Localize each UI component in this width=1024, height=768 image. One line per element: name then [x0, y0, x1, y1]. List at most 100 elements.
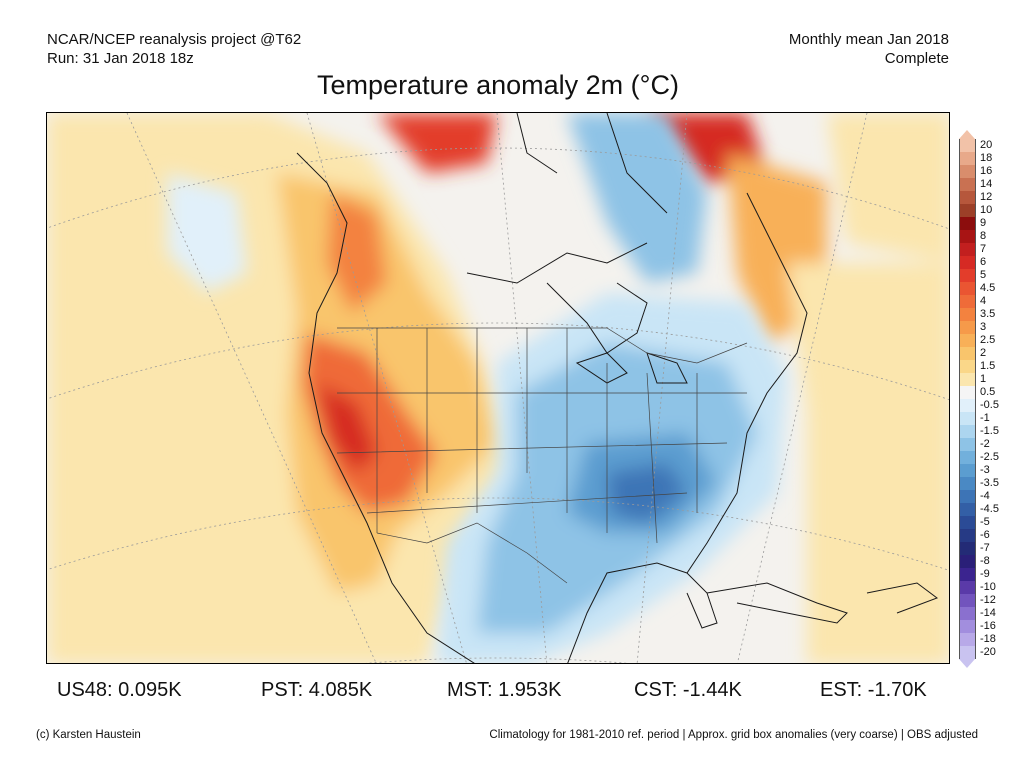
- colorbar-label: -1: [980, 412, 990, 424]
- colorbar-label: 2.5: [980, 334, 996, 346]
- colorbar-swatch: [959, 451, 976, 464]
- copyright: (c) Karsten Haustein: [36, 729, 141, 741]
- colorbar-label: 7: [980, 243, 987, 255]
- colorbar-swatches: [959, 139, 976, 659]
- colorbar-label: -8: [980, 555, 990, 567]
- great-lakes: [575, 352, 688, 384]
- colorbar-label: 9: [980, 217, 987, 229]
- colorbar-swatch: [959, 503, 976, 516]
- colorbar: [959, 130, 976, 668]
- hudson-bay-coast: [546, 282, 648, 354]
- colorbar-label: -16: [980, 620, 996, 632]
- period-label: Monthly mean Jan 2018: [788, 31, 949, 48]
- colorbar-swatch: [959, 165, 976, 178]
- colorbar-label: -5: [980, 516, 990, 528]
- climatology-note: Climatology for 1981-2010 ref. period | …: [489, 729, 978, 741]
- colorbar-label: 20: [980, 139, 993, 151]
- colorbar-swatch: [959, 386, 976, 399]
- anomaly-shading: [47, 113, 949, 663]
- colorbar-label: -4.5: [980, 503, 999, 515]
- political-borders: [336, 327, 748, 584]
- colorbar-label: 4.5: [980, 282, 996, 294]
- colorbar-swatch: [959, 295, 976, 308]
- colorbar-label: -12: [980, 594, 996, 606]
- colorbar-swatch: [959, 542, 976, 555]
- colorbar-label: 3: [980, 321, 987, 333]
- header-left: NCAR/NCEP reanalysis project @T62 Run: 3…: [47, 30, 301, 68]
- warm-anomaly-canada-arctic: [377, 113, 497, 173]
- colorbar-labels: 20 18 16 14 12 10 9 8 7 6 5 4.5 4 3.5 3 2.5 2 1.5 1 0.5 -0.5…: [980, 139, 999, 659]
- north-america-coast: [296, 113, 808, 663]
- colorbar-swatch: [959, 438, 976, 451]
- colorbar-swatch: [959, 178, 976, 191]
- colorbar-label: -2.5: [980, 451, 999, 463]
- cold-shading: [167, 113, 787, 663]
- cold-anomaly-baffin: [567, 113, 707, 283]
- status-label: Complete: [884, 50, 949, 67]
- warm-anomaly-california: [317, 383, 377, 473]
- colorbar-swatch: [959, 425, 976, 438]
- colorbar-swatch: [959, 646, 976, 659]
- colorbar-label: -1.5: [980, 425, 999, 437]
- colorbar-label: 1.5: [980, 360, 996, 372]
- colorbar-swatch: [959, 516, 976, 529]
- colorbar-label: -3: [980, 464, 990, 476]
- header-right: Monthly mean Jan 2018 Complete: [789, 30, 949, 68]
- colorbar-label: 14: [980, 178, 993, 190]
- colorbar-swatch: [959, 243, 976, 256]
- colorbar-top-arrow: [959, 130, 975, 139]
- stat-pst: PST: 4.085K: [261, 679, 373, 701]
- colorbar-swatch: [959, 594, 976, 607]
- model-label: NCAR/NCEP reanalysis project @T62: [47, 31, 302, 48]
- florida-coast: [686, 572, 718, 629]
- colorbar-swatch: [959, 529, 976, 542]
- colorbar-label: -18: [980, 633, 996, 645]
- colorbar-swatch: [959, 308, 976, 321]
- colorbar-swatch: [959, 360, 976, 373]
- colorbar-swatch: [959, 568, 976, 581]
- colorbar-label: -2: [980, 438, 990, 450]
- colorbar-label: 4: [980, 295, 987, 307]
- map-title: Temperature anomaly 2m (°C): [317, 70, 679, 100]
- stat-mst: MST: 1.953K: [447, 679, 562, 701]
- colorbar-swatch: [959, 373, 976, 386]
- anomaly-map: [46, 112, 950, 664]
- colorbar-label: -4: [980, 490, 990, 502]
- map-svg: [47, 113, 949, 663]
- colorbar-label: -6: [980, 529, 990, 541]
- colorbar-swatch: [959, 607, 976, 620]
- warm-anomaly-north-atlantic: [827, 113, 949, 263]
- colorbar-bottom-arrow: [959, 659, 975, 668]
- colorbar-label: -14: [980, 607, 996, 619]
- coastlines: [296, 113, 939, 663]
- colorbar-label: -20: [980, 646, 996, 658]
- colorbar-label: 2: [980, 347, 987, 359]
- colorbar-label: 5: [980, 269, 987, 281]
- colorbar-label: -7: [980, 542, 990, 554]
- colorbar-swatch: [959, 321, 976, 334]
- colorbar-swatch: [959, 269, 976, 282]
- warm-anomaly-east-atlantic: [787, 263, 949, 663]
- hispaniola-coast: [866, 582, 939, 614]
- colorbar-label: 10: [980, 204, 993, 216]
- colorbar-swatch: [959, 347, 976, 360]
- colorbar-label: 3.5: [980, 308, 996, 320]
- colorbar-label: -3.5: [980, 477, 999, 489]
- colorbar-swatch: [959, 620, 976, 633]
- cold-anomaly-pacific: [167, 173, 247, 293]
- colorbar-swatch: [959, 464, 976, 477]
- colorbar-swatch: [959, 191, 976, 204]
- colorbar-label: -9: [980, 568, 990, 580]
- colorbar-swatch: [959, 256, 976, 269]
- colorbar-swatch: [959, 490, 976, 503]
- stat-est: EST: -1.70K: [820, 679, 927, 701]
- colorbar-swatch: [959, 282, 976, 295]
- colorbar-swatch: [959, 412, 976, 425]
- colorbar-swatch: [959, 204, 976, 217]
- colorbar-swatch: [959, 581, 976, 594]
- colorbar-label: 16: [980, 165, 993, 177]
- colorbar-swatch: [959, 477, 976, 490]
- colorbar-label: -10: [980, 581, 996, 593]
- colorbar-swatch: [959, 555, 976, 568]
- warm-anomaly-nw: [327, 193, 387, 313]
